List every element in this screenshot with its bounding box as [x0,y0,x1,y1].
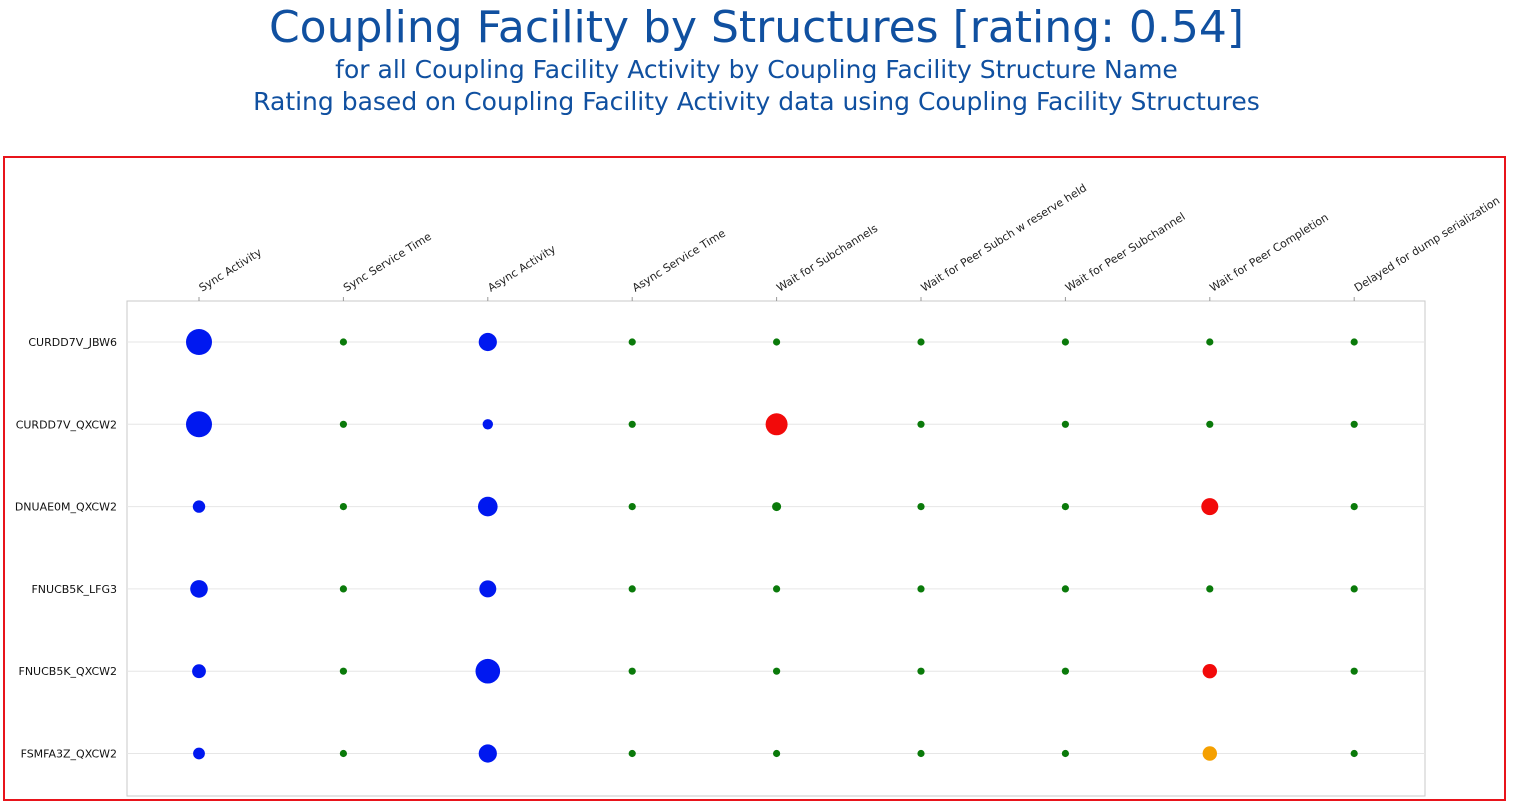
bubble-fsmfa3z-qxcw2-sync-activity [193,747,205,760]
bubble-fnucb5k-lfg3-wait-for-peer-subchannel [1061,585,1069,593]
bubble-curdd7v-jbw6-wait-for-peer-subch-w-reserve-held [917,338,925,346]
row-label-dnuae0m-qxcw2: DNUAE0M_QXCW2 [15,501,117,514]
bubble-curdd7v-jbw6-wait-for-peer-subchannel [1061,338,1069,346]
bubble-curdd7v-qxcw2-wait-for-peer-completion [1206,420,1214,428]
chart-subtitle-rating: Rating based on Coupling Facility Activi… [253,87,1260,116]
bubble-fsmfa3z-qxcw2-async-service-time [628,749,636,758]
row-label-curdd7v-jbw6: CURDD7V_JBW6 [28,336,117,349]
bubble-fsmfa3z-qxcw2-delayed-for-dump-serialization [1350,749,1358,758]
bubble-curdd7v-qxcw2-sync-activity [186,411,212,438]
row-label-fnucb5k-qxcw2: FNUCB5K_QXCW2 [19,665,118,678]
bubble-curdd7v-jbw6-delayed-for-dump-serialization [1350,338,1358,346]
highlight-frame [3,156,1506,801]
bubble-dnuae0m-qxcw2-wait-for-peer-completion [1201,498,1219,516]
bubble-dnuae0m-qxcw2-async-activity [478,496,498,517]
column-label-sync-service-time: Sync Service Time [341,230,434,295]
bubble-fnucb5k-lfg3-sync-activity [190,580,208,598]
column-label-delayed-for-dump-serialization: Delayed for dump serialization [1352,194,1502,295]
bubble-fsmfa3z-qxcw2-wait-for-peer-subch-w-reserve-held [917,749,925,758]
bubble-fnucb5k-lfg3-async-service-time [628,585,636,593]
bubble-fnucb5k-qxcw2-sync-activity [192,664,206,679]
column-label-wait-for-subchannels: Wait for Subchannels [774,222,880,295]
column-label-sync-activity: Sync Activity [197,246,265,295]
bubble-curdd7v-jbw6-wait-for-subchannels [773,338,781,346]
bubble-curdd7v-qxcw2-async-activity [482,419,493,430]
row-label-fsmfa3z-qxcw2: FSMFA3Z_QXCW2 [21,748,117,761]
column-label-async-activity: Async Activity [486,242,559,294]
bubble-curdd7v-qxcw2-wait-for-subchannels [765,413,788,436]
bubble-dnuae0m-qxcw2-async-service-time [628,503,636,511]
bubble-fnucb5k-lfg3-delayed-for-dump-serialization [1350,585,1358,593]
bubble-fnucb5k-qxcw2-async-service-time [628,667,636,675]
column-label-wait-for-peer-subchannel: Wait for Peer Subchannel [1063,210,1187,295]
bubble-curdd7v-qxcw2-sync-service-time [339,420,347,428]
bubble-dnuae0m-qxcw2-sync-activity [192,500,206,513]
bubble-fnucb5k-qxcw2-sync-service-time [339,667,347,675]
column-label-wait-for-peer-subch-w-reserve-held: Wait for Peer Subch w reserve held [919,181,1089,294]
bubble-dnuae0m-qxcw2-delayed-for-dump-serialization [1350,503,1358,511]
row-label-curdd7v-qxcw2: CURDD7V_QXCW2 [16,418,117,431]
bubble-fnucb5k-lfg3-wait-for-peer-completion [1206,585,1214,593]
chart-title: Coupling Facility by Structures [rating:… [268,2,1245,53]
bubble-fnucb5k-qxcw2-delayed-for-dump-serialization [1350,667,1358,675]
bubble-curdd7v-qxcw2-async-service-time [628,420,636,428]
bubble-curdd7v-qxcw2-wait-for-peer-subch-w-reserve-held [917,420,925,428]
bubble-dnuae0m-qxcw2-wait-for-peer-subchannel [1061,503,1069,511]
bubble-fnucb5k-lfg3-wait-for-subchannels [773,585,781,593]
column-label-wait-for-peer-completion: Wait for Peer Completion [1208,211,1331,295]
row-labels: CURDD7V_JBW6 CURDD7V_QXCW2 DNUAE0M_QXCW2 FN… [15,336,117,761]
bubble-fsmfa3z-qxcw2-sync-service-time [339,749,347,758]
bubble-fnucb5k-lfg3-wait-for-peer-subch-w-reserve-held [917,585,925,593]
chart-subtitle-scope: for all Coupling Facility Activity by Co… [335,55,1178,84]
bubble-fsmfa3z-qxcw2-wait-for-subchannels [773,749,781,758]
bubble-curdd7v-jbw6-sync-service-time [339,338,347,346]
bubble-fnucb5k-qxcw2-async-activity [475,658,501,684]
bubble-fnucb5k-qxcw2-wait-for-peer-subch-w-reserve-held [917,667,925,675]
bubble-curdd7v-jbw6-async-activity [478,332,497,352]
bubble-fnucb5k-lfg3-sync-service-time [339,585,347,593]
bubble-fnucb5k-qxcw2-wait-for-subchannels [773,667,781,675]
bubble-fnucb5k-qxcw2-wait-for-peer-completion [1202,664,1218,679]
bubble-fsmfa3z-qxcw2-wait-for-peer-completion [1202,746,1218,761]
bubble-dnuae0m-qxcw2-wait-for-peer-subch-w-reserve-held [917,503,925,511]
bubble-curdd7v-qxcw2-delayed-for-dump-serialization [1350,420,1358,428]
bubble-marks [186,329,1358,763]
bubble-curdd7v-qxcw2-wait-for-peer-subchannel [1061,420,1069,428]
bubble-dnuae0m-qxcw2-wait-for-subchannels [772,502,782,512]
column-labels: Sync Activity Sync Service Time Async Acti… [197,181,1502,301]
column-label-async-service-time: Async Service Time [630,227,728,295]
plot-area [126,300,1426,797]
bubble-fsmfa3z-qxcw2-async-activity [478,744,497,763]
row-label-fnucb5k-lfg3: FNUCB5K_LFG3 [31,583,117,596]
bubble-fnucb5k-lfg3-async-activity [479,580,497,598]
bubble-curdd7v-jbw6-async-service-time [628,338,636,346]
bubble-fsmfa3z-qxcw2-wait-for-peer-subchannel [1061,749,1069,758]
bubble-fnucb5k-qxcw2-wait-for-peer-subchannel [1061,667,1069,675]
bubble-curdd7v-jbw6-sync-activity [186,329,212,355]
bubble-curdd7v-jbw6-wait-for-peer-completion [1206,338,1214,346]
bubble-dnuae0m-qxcw2-sync-service-time [339,503,347,511]
